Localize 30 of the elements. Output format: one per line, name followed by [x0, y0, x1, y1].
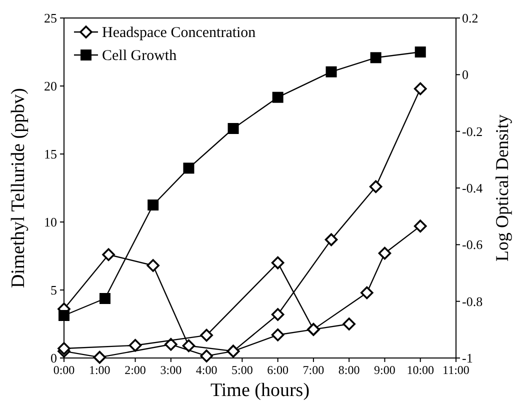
x-tick-label: 10:00 [406, 363, 434, 377]
y2-tick-label: -0.8 [462, 294, 483, 309]
x-tick-label: 0:00 [53, 363, 75, 377]
y-tick-label: 0 [50, 350, 57, 366]
y-tick-label: 25 [44, 10, 57, 26]
x-tick-label: 5:00 [232, 363, 253, 377]
y-tick-label: 20 [44, 78, 57, 94]
x-tick-label: 4:00 [196, 363, 218, 377]
x-tick-label: 3:00 [160, 363, 182, 377]
legend-label: Headspace Concentration [102, 25, 256, 41]
x-tick-label: 7:00 [302, 363, 324, 377]
x-tick-label: 1:00 [88, 363, 110, 377]
y2-tick-label: -0.4 [462, 180, 484, 196]
y2-tick-label: -1 [462, 350, 473, 366]
x-tick-label: 11:00 [442, 363, 470, 377]
x-tick-label: 9:00 [374, 363, 396, 377]
y-tick-label: 5 [50, 282, 57, 298]
y-tick-label: 10 [44, 214, 57, 230]
y-axis-title: Dimethyl Telluride (ppbv) [8, 88, 29, 288]
x-tick-label: 8:00 [338, 363, 360, 377]
y2-tick-label: -0.6 [462, 237, 484, 252]
y2-tick-label: 0 [462, 67, 468, 82]
legend-label: Cell Growth [102, 48, 178, 64]
y-tick-label: 15 [44, 146, 57, 162]
y2-tick-label: -0.2 [462, 124, 483, 139]
y2-tick-label: 0.2 [462, 10, 478, 26]
y2-axis-title: Log Optical Density [492, 114, 512, 262]
x-tick-label: 2:00 [124, 363, 146, 377]
x-axis-title: Time (hours) [210, 380, 310, 401]
x-tick-label: 6:00 [267, 363, 288, 377]
